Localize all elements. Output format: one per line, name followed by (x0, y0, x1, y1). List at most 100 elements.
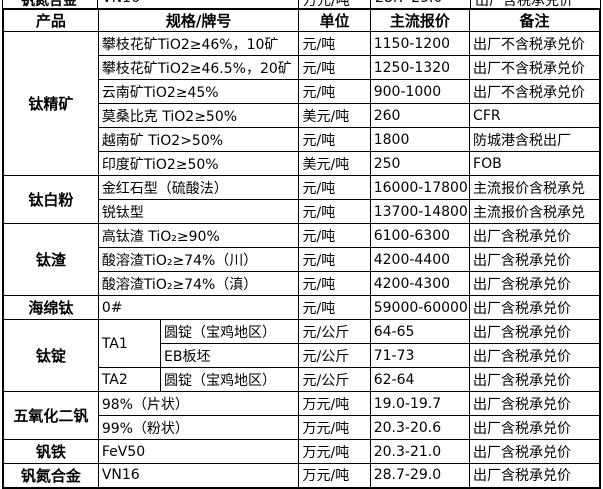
spec-cell: 99%（粉状） (97, 415, 300, 440)
unit-cell: 元/公斤 (298, 319, 371, 344)
note-cell: 出厂含税承兑价 (469, 223, 601, 248)
unit-cell: 元/吨 (298, 247, 371, 272)
unit-cell: 万元/吨 (298, 391, 371, 416)
spec-cell: 98%（片状） (97, 391, 300, 416)
unit-cell: 万元/吨 (298, 463, 371, 488)
header-spec: 规格/牌号 (97, 8, 300, 32)
note-cell: 出厂含税承兑价 (469, 343, 601, 368)
clipped-unit-text: 万元/吨 (303, 0, 350, 8)
product-cell: 钒氮合金 (2, 463, 99, 488)
header-unit: 单位 (298, 8, 371, 32)
table-row: 钒氮合金 VN16 万元/吨 28.7-29.0 出厂含税承兑价 (2, 463, 601, 488)
product-cell: 五氧化二钒 (2, 391, 99, 440)
note-cell: 出厂含税承兑价 (469, 319, 601, 344)
clipped-price-cell: 28.7-29.0 (371, 0, 471, 8)
clipped-spec-cell: VN16 (98, 0, 299, 8)
clipped-product-cell: 钒氮合金 (2, 0, 98, 8)
price-cell: 4200-4400 (369, 247, 471, 272)
clipped-note-text: 出厂含税承兑价 (475, 0, 573, 8)
note-cell: 出厂含税承兑价 (469, 415, 601, 440)
note-cell: 出厂含税承兑价 (469, 271, 601, 296)
price-cell: 900-1000 (369, 79, 471, 104)
price-cell: 6100-6300 (369, 223, 471, 248)
table-row: TA2 圆锭（宝鸡地区） 元/公斤 62-64 出厂含税承兑价 (3, 367, 601, 392)
shape-cell: 圆锭（宝鸡地区） (160, 319, 300, 344)
unit-cell: 元/吨 (298, 79, 371, 104)
product-cell: 海绵钛 (2, 295, 99, 320)
product-cell: 钛锭 (2, 319, 99, 392)
note-cell: 出厂不含税承兑价 (469, 31, 601, 56)
spec-cell: 酸溶渣TiO₂≥74%（川） (97, 247, 300, 272)
table-row: 云南矿TiO2≥45% 元/吨 900-1000 出厂不含税承兑价 (3, 79, 601, 104)
note-cell: 出厂不含税承兑价 (469, 79, 601, 104)
note-cell: 出厂含税承兑价 (469, 391, 601, 416)
note-cell: 主流报价含税承兑 (469, 175, 601, 200)
note-cell: 出厂不含税承兑价 (469, 55, 601, 80)
spec-cell: 酸溶渣TiO₂≥74%（滇） (97, 271, 300, 296)
table-row: 五氧化二钒 98%（片状） 万元/吨 19.0-19.7 出厂含税承兑价 (2, 391, 601, 440)
header-row: 产品 规格/牌号 单位 主流报价 备注 (2, 8, 601, 32)
unit-cell: 元/吨 (298, 295, 371, 320)
header-note: 备注 (469, 8, 601, 32)
spec-cell: 0# (97, 295, 300, 320)
clipped-top-row: 钒氮合金 VN16 万元/吨 28.7-29.0 出厂含税承兑价 (2, 0, 601, 8)
shape-cell: 圆锭（宝鸡地区） (160, 367, 300, 392)
table-row: 攀枝花矿TiO2≥46.5%，20矿 元/吨 1250-1320 出厂不含税承兑… (3, 55, 601, 80)
clipped-note-cell: 出厂含税承兑价 (471, 0, 601, 8)
price-table: 产品 规格/牌号 单位 主流报价 备注 钛精矿 攀枝花矿TiO2≥46%，10矿… (2, 8, 601, 489)
unit-cell: 元/吨 (298, 175, 371, 200)
clipped-unit-cell: 万元/吨 (299, 0, 371, 8)
table-row: 钛锭 TA1 圆锭（宝鸡地区） 元/公斤 64-65 出厂含税承兑价 (2, 319, 601, 392)
price-cell: 13700-14800 (369, 199, 471, 224)
price-cell: 28.7-29.0 (369, 463, 471, 488)
shape-cell: EB板坯 (160, 343, 300, 368)
spec-cell: FeV50 (97, 439, 300, 464)
price-cell: 64-65 (369, 319, 471, 344)
product-cell: 钛精矿 (2, 31, 99, 176)
table-row: 莫桑比克 TiO2≥50% 美元/吨 260 CFR (3, 103, 601, 128)
price-cell: 20.3-21.0 (369, 439, 471, 464)
product-cell: 钒铁 (2, 439, 99, 464)
table-row: 钒铁 FeV50 万元/吨 20.3-21.0 出厂含税承兑价 (2, 439, 601, 464)
unit-cell: 元/公斤 (298, 343, 371, 368)
note-cell: 出厂含税承兑价 (469, 295, 601, 320)
table-row: 酸溶渣TiO₂≥74%（滇） 元/吨 4200-4300 出厂含税承兑价 (3, 271, 601, 296)
note-cell: 出厂含税承兑价 (469, 439, 601, 464)
unit-cell: 元/吨 (298, 271, 371, 296)
spec-cell: 金红石型（硫酸法） (97, 175, 300, 200)
unit-cell: 元/吨 (298, 31, 371, 56)
grade-cell: TA1 (97, 319, 162, 368)
unit-cell: 美元/吨 (298, 151, 371, 176)
price-cell: 16000-17800 (369, 175, 471, 200)
table-row: 锐钛型 元/吨 13700-14800 主流报价含税承兑 (3, 199, 601, 224)
spec-cell: 云南矿TiO2≥45% (97, 79, 300, 104)
note-cell: FOB (469, 151, 601, 176)
note-cell: 出厂含税承兑价 (469, 463, 601, 488)
grade-cell: TA2 (97, 367, 162, 392)
spec-cell: 越南矿 TiO2>50% (97, 127, 300, 152)
spec-cell: VN16 (97, 463, 300, 488)
price-cell: 71-73 (369, 343, 471, 368)
note-cell: 防城港含税出厂 (469, 127, 601, 152)
spec-cell: 印度矿TiO2≥50% (97, 151, 300, 176)
header-price: 主流报价 (369, 8, 471, 32)
price-cell: 1150-1200 (369, 31, 471, 56)
note-cell: 主流报价含税承兑 (469, 199, 601, 224)
price-cell: 1800 (369, 127, 471, 152)
price-cell: 62-64 (369, 367, 471, 392)
price-cell: 250 (369, 151, 471, 176)
unit-cell: 万元/吨 (298, 439, 371, 464)
clipped-spec-text: VN16 (102, 0, 140, 6)
unit-cell: 元/吨 (298, 223, 371, 248)
unit-cell: 美元/吨 (298, 103, 371, 128)
clipped-price-text: 28.7-29.0 (375, 0, 442, 6)
price-cell: 20.3-20.6 (369, 415, 471, 440)
note-cell: 出厂含税承兑价 (469, 367, 601, 392)
product-cell: 钛白粉 (2, 175, 99, 224)
spec-cell: 莫桑比克 TiO2≥50% (97, 103, 300, 128)
table-row: 钛精矿 攀枝花矿TiO2≥46%，10矿 元/吨 1150-1200 出厂不含税… (2, 31, 601, 176)
spec-cell: 攀枝花矿TiO2≥46.5%，20矿 (97, 55, 300, 80)
table-row: 越南矿 TiO2>50% 元/吨 1800 防城港含税出厂 (3, 127, 601, 152)
table-row: 酸溶渣TiO₂≥74%（川） 元/吨 4200-4400 出厂含税承兑价 (3, 247, 601, 272)
